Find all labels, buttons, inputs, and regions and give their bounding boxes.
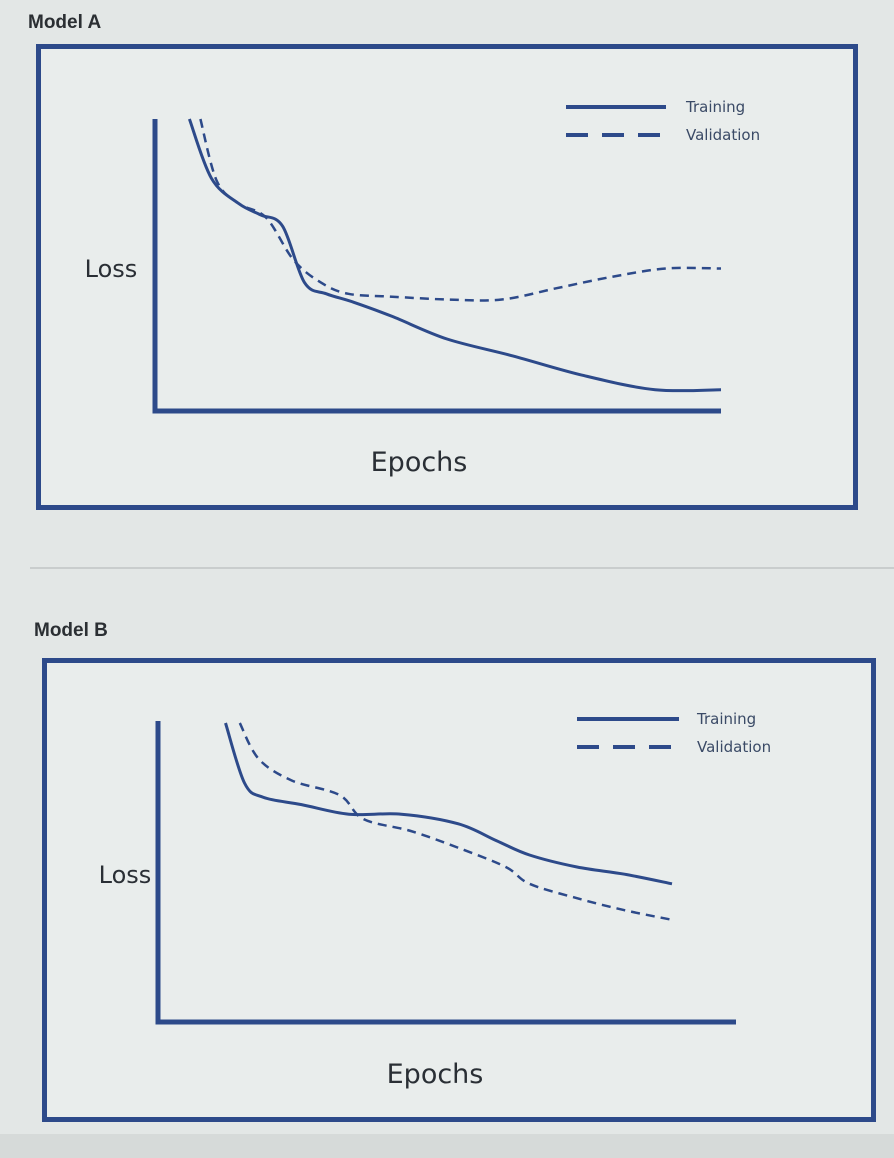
model-b-title: Model B (34, 620, 108, 641)
model-a-title: Model A (28, 12, 102, 33)
model-b-chart: Epochs Loss Training Validation (99, 710, 771, 1090)
model-a-series-training-line (187, 118, 722, 393)
model-a-chart: Epochs Loss Training Validation (85, 98, 760, 478)
model-b-y-axis-label: Loss (99, 861, 152, 889)
bottom-edge (0, 1134, 894, 1158)
model-b-legend-label-training: Training (696, 710, 756, 728)
model-a-chart-panel: Epochs Loss Training Validation (36, 44, 858, 510)
model-a-legend-label-training: Training (685, 98, 745, 116)
model-b-legend-label-validation: Validation (697, 738, 771, 756)
model-a-y-axis-label: Loss (85, 255, 138, 283)
model-b-series-training-line (224, 722, 673, 886)
model-b-series-validation-line (238, 722, 673, 922)
section-divider (30, 567, 894, 569)
model-a-legend-label-validation: Validation (686, 126, 760, 144)
model-b-chart-panel: Epochs Loss Training Validation (42, 658, 876, 1122)
model-b-x-axis-label: Epochs (387, 1059, 484, 1090)
model-a-series-validation-line (199, 118, 722, 302)
model-a-x-axis-label: Epochs (371, 447, 468, 478)
